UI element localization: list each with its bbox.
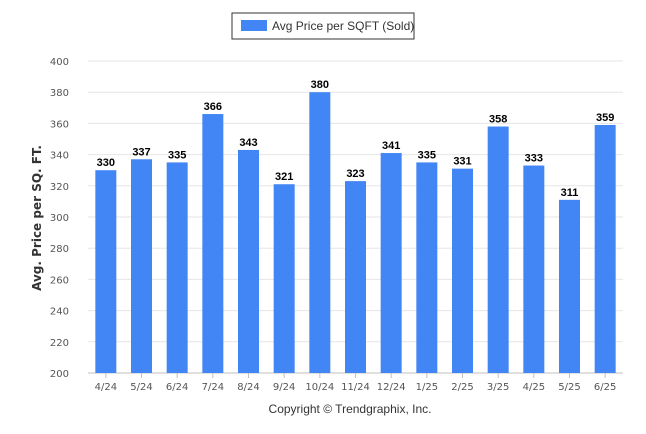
y-tick-label: 340 <box>50 151 69 162</box>
bar[interactable] <box>238 149 259 373</box>
x-tick-label: 5/25 <box>558 382 580 393</box>
x-tick-label: 5/24 <box>130 382 152 393</box>
x-tick-label: 2/25 <box>451 382 473 393</box>
bar[interactable] <box>309 92 331 373</box>
x-tick-label: 1/25 <box>416 382 438 393</box>
data-label: 341 <box>382 140 400 152</box>
bar[interactable] <box>559 199 580 373</box>
x-axis-ticks: 4/24 5/24 6/24 7/24 8/24 9/24 10/24 11/24 12/24 1… <box>95 373 616 393</box>
data-label: 337 <box>132 146 150 158</box>
y-axis-title: Avg. Price per SQ. FT. <box>30 145 44 291</box>
bar[interactable] <box>487 126 509 374</box>
data-label: 366 <box>204 101 222 113</box>
y-tick-label: 260 <box>50 275 69 286</box>
data-label: 333 <box>525 153 543 165</box>
bars <box>95 92 616 374</box>
data-label: 321 <box>275 171 293 183</box>
bar[interactable] <box>380 153 402 373</box>
y-tick-label: 320 <box>50 182 69 193</box>
bar[interactable] <box>523 165 545 373</box>
y-tick-label: 200 <box>50 369 69 380</box>
data-label: 335 <box>418 149 436 161</box>
data-label: 323 <box>346 168 364 180</box>
y-tick-label: 300 <box>50 213 69 224</box>
bar[interactable] <box>273 184 295 373</box>
bar[interactable] <box>594 124 616 374</box>
bar[interactable] <box>131 159 152 373</box>
x-tick-label: 12/24 <box>377 382 406 393</box>
bar[interactable] <box>166 162 188 373</box>
legend-swatch <box>241 20 267 31</box>
bar[interactable] <box>416 162 438 373</box>
x-tick-label: 10/24 <box>305 382 334 393</box>
copyright-text: Copyright © Trendgraphix, Inc. <box>269 402 432 416</box>
bar[interactable] <box>345 181 366 373</box>
y-axis-ticks: 200 220 240 260 280 300 320 340 360 380 400 <box>50 57 69 380</box>
x-tick-label: 6/25 <box>594 382 616 393</box>
data-labels: 330 337 335 366 343 321 380 323 341 335 331 358 333 3… <box>97 79 615 199</box>
x-tick-label: 4/24 <box>95 382 117 393</box>
x-tick-label: 11/24 <box>341 382 370 393</box>
data-label: 380 <box>311 79 329 91</box>
x-tick-label: 7/24 <box>202 382 224 393</box>
y-tick-label: 360 <box>50 119 69 130</box>
legend[interactable]: Avg Price per SQFT (Sold) <box>231 12 415 40</box>
data-label: 359 <box>596 112 614 124</box>
x-tick-label: 3/25 <box>487 382 509 393</box>
legend-label: Avg Price per SQFT (Sold) <box>272 19 414 33</box>
y-tick-label: 400 <box>50 57 69 68</box>
data-label: 335 <box>168 149 186 161</box>
x-tick-label: 8/24 <box>237 382 259 393</box>
data-label: 330 <box>97 157 115 169</box>
y-tick-label: 220 <box>50 338 69 349</box>
data-label: 358 <box>489 114 507 126</box>
data-label: 311 <box>561 187 579 199</box>
data-label: 343 <box>239 137 257 149</box>
y-tick-label: 380 <box>50 88 69 99</box>
y-tick-label: 240 <box>50 307 69 318</box>
bar[interactable] <box>202 114 224 373</box>
y-tick-label: 280 <box>50 244 69 255</box>
x-tick-label: 6/24 <box>166 382 188 393</box>
x-tick-label: 9/24 <box>273 382 295 393</box>
bar[interactable] <box>452 168 473 373</box>
bar[interactable] <box>95 170 117 373</box>
data-label: 331 <box>453 156 471 168</box>
x-tick-label: 4/25 <box>523 382 545 393</box>
